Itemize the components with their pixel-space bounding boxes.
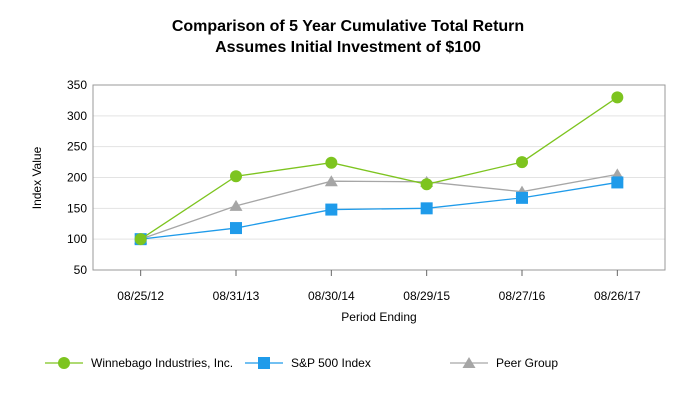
data-point [611, 176, 624, 189]
legend-label: Peer Group [496, 356, 558, 370]
plot-frame [92, 84, 666, 271]
y-tick-label: 150 [67, 201, 87, 215]
x-tick-label: 08/25/12 [117, 289, 164, 303]
x-axis-label: Period Ending [341, 310, 416, 324]
x-tick-label: 08/29/15 [403, 289, 450, 303]
x-tick-labels: 08/25/12 08/31/13 08/30/14 08/29/15 08/27/16… [117, 289, 641, 303]
data-point [420, 202, 433, 215]
series-group [134, 91, 624, 246]
legend-marker [258, 357, 270, 369]
legend: Winnebago Industries, Inc. S&P 500 Index P… [45, 356, 558, 370]
x-tick-label: 08/26/17 [594, 289, 641, 303]
data-point [324, 175, 338, 187]
y-tick-label: 50 [74, 263, 88, 277]
grid-lines [93, 84, 665, 240]
y-tick-labels: 50 100 150 200 250 300 350 [67, 78, 87, 277]
data-point [134, 233, 147, 246]
legend-marker [58, 357, 70, 369]
x-tick-label: 08/31/13 [213, 289, 260, 303]
axes [92, 84, 666, 276]
data-point [516, 156, 528, 169]
data-point [325, 203, 338, 216]
y-tick-label: 300 [67, 109, 87, 123]
data-point [611, 91, 624, 104]
x-tick-label: 08/30/14 [308, 289, 355, 303]
data-point [230, 170, 242, 183]
legend-item: S&P 500 Index [245, 356, 371, 370]
y-tick-label: 250 [67, 140, 87, 154]
legend-item: Winnebago Industries, Inc. [45, 356, 233, 370]
data-point [230, 222, 242, 235]
chart-title: Comparison of 5 Year Cumulative Total Re… [172, 18, 524, 35]
series-circle [134, 91, 624, 246]
data-point [325, 156, 338, 169]
legend-label: S&P 500 Index [291, 356, 371, 370]
legend-item: Peer Group [450, 356, 558, 370]
y-tick-label: 100 [67, 232, 87, 246]
y-tick-label: 350 [67, 78, 87, 92]
data-point [229, 199, 243, 211]
y-tick-label: 200 [67, 171, 87, 185]
legend-marker [462, 357, 476, 368]
y-axis-label: Index Value [30, 146, 44, 209]
chart-subtitle: Assumes Initial Investment of $100 [215, 39, 481, 56]
series-line [140, 173, 618, 240]
series-line [140, 181, 618, 240]
x-tick-label: 08/27/16 [499, 289, 546, 303]
data-point [420, 178, 433, 191]
series-triangle [134, 168, 624, 245]
data-point [516, 191, 528, 204]
series-line [140, 96, 618, 240]
legend-label: Winnebago Industries, Inc. [91, 356, 233, 370]
